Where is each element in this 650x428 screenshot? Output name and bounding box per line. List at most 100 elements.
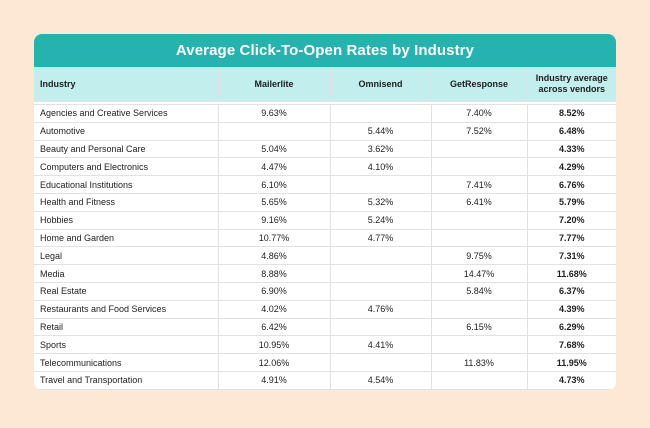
column-header-industry-average: Industry average across vendors <box>526 67 616 102</box>
cell-industry-average: 7.31% <box>526 246 616 266</box>
table-row: Travel and Transportation 4.91% 4.54% 4.73% <box>34 370 616 390</box>
cell-getresponse <box>430 299 528 319</box>
column-header-mailerlite: Mailerlite <box>217 67 331 102</box>
spacer-row <box>34 101 616 105</box>
cell-mailerlite: 9.63% <box>217 104 331 123</box>
cell-industry: Sports <box>34 335 219 355</box>
cell-getresponse <box>430 157 528 177</box>
header-row: Industry Mailerlite Omnisend GetResponse… <box>34 67 616 102</box>
cell-omnisend: 3.62% <box>329 139 432 159</box>
cell-getresponse <box>430 370 528 390</box>
cell-mailerlite: 6.10% <box>217 175 331 194</box>
spacer-cell <box>330 101 431 105</box>
table-row: Legal 4.86% 9.75% 7.31% <box>34 246 616 266</box>
cell-industry: Retail <box>34 317 219 337</box>
cell-industry: Automotive <box>34 121 219 141</box>
cell-omnisend: 5.32% <box>329 192 432 212</box>
cell-industry: Restaurants and Food Services <box>34 299 219 319</box>
cell-mailerlite: 10.95% <box>217 335 331 355</box>
cell-omnisend <box>329 246 432 266</box>
table-row: Restaurants and Food Services 4.02% 4.76% 4… <box>34 299 616 319</box>
column-header-industry: Industry <box>34 67 219 102</box>
column-header-getresponse: GetResponse <box>430 67 528 102</box>
cell-mailerlite: 5.04% <box>217 139 331 159</box>
table-row: Agencies and Creative Services 9.63% 7.40%… <box>34 104 616 123</box>
cell-industry-average: 8.52% <box>526 104 616 123</box>
cell-industry-average: 7.20% <box>526 210 616 230</box>
cell-getresponse <box>430 210 528 230</box>
cell-industry-average: 4.29% <box>526 157 616 177</box>
cell-industry: Telecommunications <box>34 353 219 372</box>
cell-mailerlite: 4.02% <box>217 299 331 319</box>
table-row: Home and Garden 10.77% 4.77% 7.77% <box>34 228 616 248</box>
table-row: Health and Fitness 5.65% 5.32% 6.41% 5.79% <box>34 192 616 212</box>
cell-industry: Educational Institutions <box>34 175 219 194</box>
cell-mailerlite: 5.65% <box>217 192 331 212</box>
table-row: Automotive 5.44% 7.52% 6.48% <box>34 121 616 141</box>
cell-industry: Health and Fitness <box>34 192 219 212</box>
cell-omnisend <box>329 281 432 301</box>
spacer-cell <box>34 101 218 105</box>
table-row: Real Estate 6.90% 5.84% 6.37% <box>34 281 616 301</box>
cell-getresponse: 7.40% <box>430 104 528 123</box>
cell-mailerlite: 4.86% <box>217 246 331 266</box>
cell-industry: Real Estate <box>34 281 219 301</box>
cell-industry: Home and Garden <box>34 228 219 248</box>
table-row: Retail 6.42% 6.15% 6.29% <box>34 317 616 337</box>
spacer-cell <box>431 101 527 105</box>
cell-omnisend: 4.77% <box>329 228 432 248</box>
cell-mailerlite <box>217 121 331 141</box>
cell-mailerlite: 6.42% <box>217 317 331 337</box>
cell-getresponse: 5.84% <box>430 281 528 301</box>
cell-getresponse: 11.83% <box>430 353 528 372</box>
table-row: Telecommunications 12.06% 11.83% 11.95% <box>34 353 616 372</box>
cell-industry: Hobbies <box>34 210 219 230</box>
cell-industry: Computers and Electronics <box>34 157 219 177</box>
cell-industry-average: 4.39% <box>526 299 616 319</box>
cell-industry-average: 11.68% <box>526 264 616 283</box>
table-row: Computers and Electronics 4.47% 4.10% 4.29% <box>34 157 616 177</box>
cell-industry-average: 7.77% <box>526 228 616 248</box>
cell-industry-average: 4.73% <box>526 370 616 390</box>
cell-industry-average: 4.33% <box>526 139 616 159</box>
cell-omnisend: 4.76% <box>329 299 432 319</box>
cell-omnisend: 4.41% <box>329 335 432 355</box>
cell-industry-average: 6.48% <box>526 121 616 141</box>
table-row: Beauty and Personal Care 5.04% 3.62% 4.33% <box>34 139 616 159</box>
cell-industry-average: 6.29% <box>526 317 616 337</box>
table-body: Agencies and Creative Services 9.63% 7.40%… <box>34 101 616 390</box>
cell-omnisend: 5.24% <box>329 210 432 230</box>
cell-industry: Legal <box>34 246 219 266</box>
cell-getresponse <box>430 139 528 159</box>
spacer-cell <box>527 101 616 105</box>
cell-getresponse: 7.41% <box>430 175 528 194</box>
cell-getresponse: 6.15% <box>430 317 528 337</box>
cell-getresponse: 6.41% <box>430 192 528 212</box>
cell-mailerlite: 6.90% <box>217 281 331 301</box>
cell-omnisend <box>329 104 432 123</box>
table-title: Average Click-To-Open Rates by Industry <box>34 34 616 67</box>
cell-mailerlite: 9.16% <box>217 210 331 230</box>
cell-industry: Media <box>34 264 219 283</box>
cell-industry-average: 7.68% <box>526 335 616 355</box>
cell-mailerlite: 4.91% <box>217 370 331 390</box>
cell-industry-average: 5.79% <box>526 192 616 212</box>
table-row: Hobbies 9.16% 5.24% 7.20% <box>34 210 616 230</box>
cell-getresponse: 7.52% <box>430 121 528 141</box>
table-row: Educational Institutions 6.10% 7.41% 6.76% <box>34 175 616 194</box>
cell-getresponse <box>430 228 528 248</box>
cell-omnisend <box>329 175 432 194</box>
table-row: Media 8.88% 14.47% 11.68% <box>34 264 616 283</box>
spacer-cell <box>218 101 330 105</box>
cell-omnisend <box>329 317 432 337</box>
click-to-open-table: Industry Mailerlite Omnisend GetResponse… <box>34 67 616 390</box>
cell-industry-average: 6.37% <box>526 281 616 301</box>
cell-omnisend: 4.54% <box>329 370 432 390</box>
cell-industry: Travel and Transportation <box>34 370 219 390</box>
cell-mailerlite: 4.47% <box>217 157 331 177</box>
cell-industry-average: 6.76% <box>526 175 616 194</box>
table-row: Sports 10.95% 4.41% 7.68% <box>34 335 616 355</box>
cell-getresponse: 9.75% <box>430 246 528 266</box>
cell-omnisend <box>329 353 432 372</box>
cell-mailerlite: 10.77% <box>217 228 331 248</box>
